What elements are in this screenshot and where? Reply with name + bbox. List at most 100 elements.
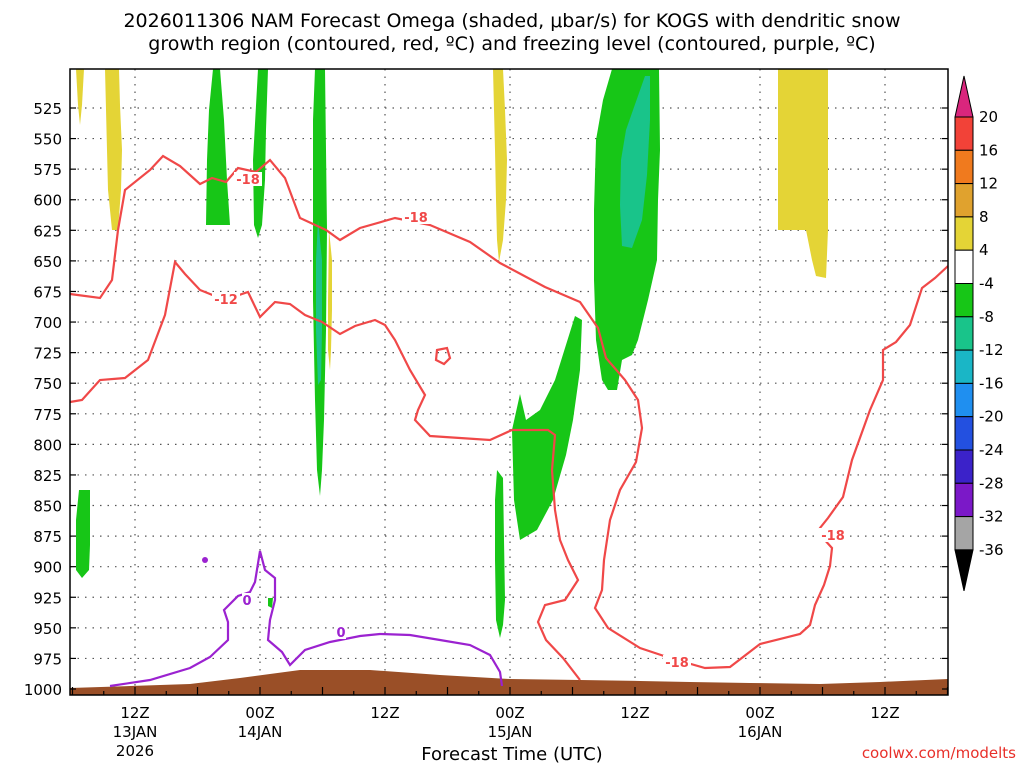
freezing-contour-label: 0 [242,594,251,609]
y-tick-label: 900 [33,559,62,577]
contour-label-background [336,625,346,639]
colorbar-swatch [954,349,974,384]
colorbar-swatch [954,216,974,251]
dendritic-growth-contours [69,154,949,681]
y-tick-label: 950 [33,620,62,638]
x-tick-label: 12Z [370,704,399,722]
y-tick-label: 675 [33,283,62,301]
y-tick-label: 925 [33,589,62,607]
colorbar-label: -16 [979,374,1004,392]
freezing-level-dot [202,557,208,563]
omega-teal-shading [316,76,650,385]
dgz-contour-label: -12 [214,293,238,308]
y-axis: 525 550 575 600 625 650 675 700 725 750 775 800 825 8… [24,100,948,699]
colorbar-label: -4 [979,275,994,293]
colorbar-label: -24 [979,441,1004,459]
contour-label-background [402,210,430,224]
contour-labels: -18 -18 -12 -18 -18 0 0 [212,172,847,671]
colorbar-swatch [954,516,974,551]
contour-label-background [819,528,847,542]
contour-label-background [663,655,691,669]
colorbar-label: 20 [979,108,998,126]
terrain-fill [70,670,948,695]
green-area [253,69,268,238]
colorbar-swatch [954,283,974,318]
chart-title-line2: growth region (contoured, red, ºC) and f… [148,33,876,55]
plot-frame [69,68,949,696]
contour-label-background [234,172,262,186]
colorbar-swatch [954,316,974,351]
x-tick-date-label: 16JAN [738,723,783,741]
colorbar-swatch [954,482,974,518]
green-area [268,598,273,608]
colorbar-label: -36 [979,541,1004,559]
freezing-level-contour [109,550,504,688]
credit-text: coolwx.com/modelts [861,744,1016,762]
colorbar-label: -28 [979,474,1004,492]
freezing-contour-line [109,550,504,688]
dgz-contour-label: -18 [404,211,428,226]
x-tick-date-label: 14JAN [238,723,283,741]
dgz-contour-label: -18 [236,173,260,188]
dgz-contour-lower [69,259,581,681]
colorbar-label: 16 [979,141,998,159]
y-tick-label: 575 [33,161,62,179]
x-axis-label: Forecast Time (UTC) [421,744,603,765]
colorbar: 20 16 12 8 4 -4 -8 -12 -16 -20 -24 -28 -32 -36 [954,75,1004,592]
colorbar-swatch [954,183,974,218]
colorbar-swatch [954,449,974,484]
y-tick-label: 850 [33,498,62,516]
colorbar-bottom-triangle [954,549,974,592]
green-area [76,490,90,578]
contour-label-background [242,593,252,607]
x-tick-date-label: 13JAN [113,723,158,741]
green-area [206,69,230,225]
colorbar-label: 4 [979,241,989,259]
y-tick-label: 600 [33,192,62,210]
teal-area [316,220,322,385]
colorbar-label: -8 [979,308,994,326]
y-tick-label: 975 [33,650,62,668]
yellow-area [105,69,122,230]
colorbar-swatch [954,149,974,185]
y-tick-label: 700 [33,314,62,332]
green-area [495,470,505,638]
contour-label-background [212,292,240,306]
y-tick-label: 650 [33,253,62,271]
dgz-contour-upper [69,154,949,670]
y-tick-label: 825 [33,467,62,485]
y-tick-label: 1000 [24,681,62,699]
green-area [512,316,582,540]
x-tick-label: 12Z [120,704,149,722]
dgz-contour-label: -18 [821,529,845,544]
yellow-area [328,230,332,370]
x-tick-label: 12Z [620,704,649,722]
yellow-area [76,69,84,125]
yellow-area [778,69,828,278]
y-tick-label: 775 [33,406,62,424]
y-tick-label: 525 [33,100,62,118]
colorbar-label: -32 [979,508,1004,526]
colorbar-label: 12 [979,175,998,193]
colorbar-label: -12 [979,341,1004,359]
x-tick-label: 12Z [870,704,899,722]
freezing-contour-label: 0 [336,626,345,641]
y-tick-label: 625 [33,222,62,240]
dgz-contour-label: -18 [665,656,689,671]
colorbar-label: 8 [979,208,989,226]
colorbar-swatch [954,416,974,451]
y-tick-label: 725 [33,345,62,363]
y-tick-label: 800 [33,436,62,454]
teal-area [620,76,650,248]
colorbar-swatch [954,382,974,418]
x-tick-label: 00Z [745,704,774,722]
y-tick-label: 550 [33,131,62,149]
y-tick-label: 875 [33,528,62,546]
x-tick-year-label: 2026 [116,742,154,760]
colorbar-top-triangle [954,75,974,118]
y-tick-label: 750 [33,375,62,393]
colorbar-label: -20 [979,408,1004,426]
colorbar-swatch [954,116,974,151]
colorbar-swatch [954,249,974,284]
